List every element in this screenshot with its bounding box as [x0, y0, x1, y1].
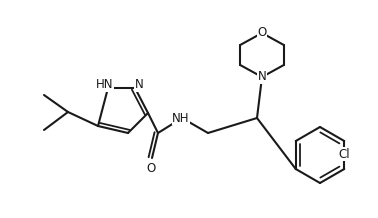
- Text: NH: NH: [172, 111, 190, 124]
- Text: Cl: Cl: [338, 148, 350, 160]
- Text: HN: HN: [96, 78, 114, 92]
- Text: O: O: [146, 162, 156, 174]
- Text: N: N: [258, 70, 266, 83]
- Text: N: N: [135, 78, 143, 92]
- Text: O: O: [257, 27, 266, 39]
